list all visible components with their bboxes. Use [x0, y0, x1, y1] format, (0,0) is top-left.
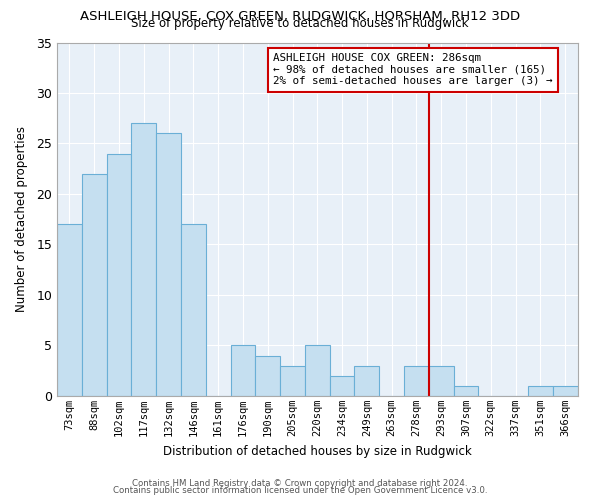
Text: ASHLEIGH HOUSE COX GREEN: 286sqm
← 98% of detached houses are smaller (165)
2% o: ASHLEIGH HOUSE COX GREEN: 286sqm ← 98% o… [273, 53, 553, 86]
Bar [429, 366, 454, 396]
Bar [181, 224, 206, 396]
Text: Contains HM Land Registry data © Crown copyright and database right 2024.: Contains HM Land Registry data © Crown c… [132, 478, 468, 488]
Bar [528, 386, 553, 396]
Bar [82, 174, 107, 396]
Bar [553, 386, 578, 396]
Bar [404, 366, 429, 396]
Bar [57, 224, 82, 396]
X-axis label: Distribution of detached houses by size in Rudgwick: Distribution of detached houses by size … [163, 444, 472, 458]
Bar [107, 154, 131, 396]
Bar [280, 366, 305, 396]
Bar [256, 356, 280, 396]
Bar [230, 346, 256, 396]
Text: Contains public sector information licensed under the Open Government Licence v3: Contains public sector information licen… [113, 486, 487, 495]
Bar [305, 346, 329, 396]
Text: Size of property relative to detached houses in Rudgwick: Size of property relative to detached ho… [131, 18, 469, 30]
Y-axis label: Number of detached properties: Number of detached properties [15, 126, 28, 312]
Bar [329, 376, 355, 396]
Bar [454, 386, 478, 396]
Bar [355, 366, 379, 396]
Text: ASHLEIGH HOUSE, COX GREEN, RUDGWICK, HORSHAM, RH12 3DD: ASHLEIGH HOUSE, COX GREEN, RUDGWICK, HOR… [80, 10, 520, 23]
Bar [156, 134, 181, 396]
Bar [131, 124, 156, 396]
